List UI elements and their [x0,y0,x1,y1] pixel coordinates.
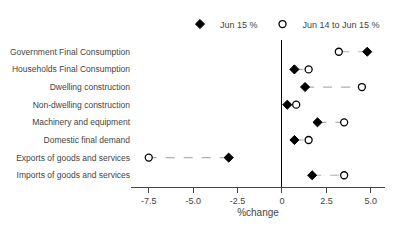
svg-text:Dwelling construction: Dwelling construction [50,82,131,92]
svg-text:-5.0: -5.0 [185,196,201,206]
svg-text:Exports of goods and services: Exports of goods and services [16,153,130,163]
svg-text:%change: %change [237,207,279,218]
svg-text:-2.5: -2.5 [230,196,246,206]
svg-text:0: 0 [279,196,284,206]
svg-text:Government Final Consumption: Government Final Consumption [10,47,130,57]
svg-text:2.5: 2.5 [320,196,333,206]
svg-text:Imports of goods and services: Imports of goods and services [17,170,130,180]
svg-text:-7.5: -7.5 [141,196,157,206]
svg-text:Jun 15 %: Jun 15 % [220,20,258,30]
svg-text:Machinery and equipment: Machinery and equipment [32,117,130,127]
svg-text:5.0: 5.0 [365,196,378,206]
svg-text:Households Final Consumption: Households Final Consumption [12,64,130,74]
svg-text:Jun 14 to Jun 15 %: Jun 14 to Jun 15 % [303,20,380,30]
svg-text:Non-dwelling construction: Non-dwelling construction [33,100,131,110]
svg-text:Domestic final demand: Domestic final demand [44,135,131,145]
